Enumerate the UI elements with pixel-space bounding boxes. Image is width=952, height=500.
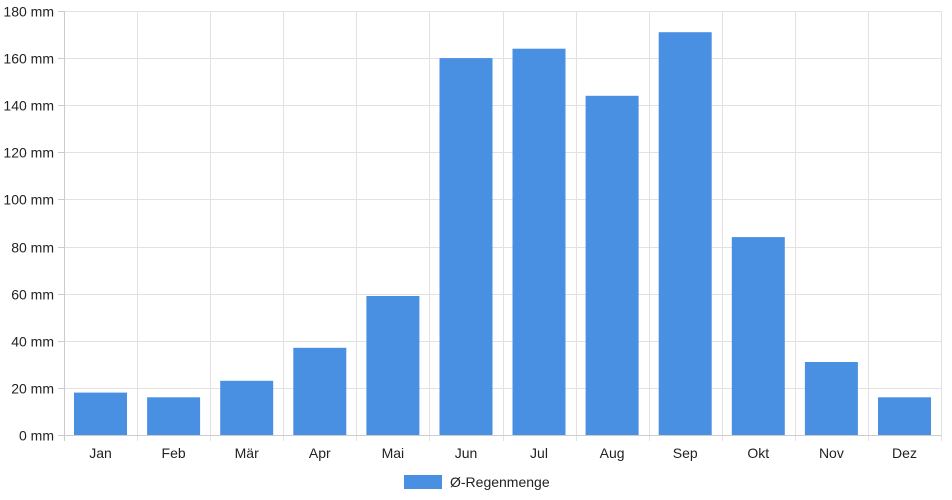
x-tick-label: Dez — [892, 445, 917, 461]
bar-jan[interactable] — [74, 392, 127, 435]
bar-feb[interactable] — [147, 397, 201, 435]
bar-sep[interactable] — [658, 32, 712, 435]
x-tick-label: Sep — [673, 445, 698, 461]
x-tick-label: Apr — [309, 445, 331, 461]
x-tick-label: Nov — [819, 445, 844, 461]
x-tick-label: Jun — [455, 445, 478, 461]
bar-dez[interactable] — [878, 397, 931, 435]
axis-layer: 0 mm 20 mm 40 mm 60 mm 80 mm 100 mm 120 mm 140 … — [3, 4, 941, 461]
bar-okt[interactable] — [731, 237, 785, 435]
y-tick-label: 40 mm — [11, 334, 54, 350]
y-tick-label: 60 mm — [11, 287, 54, 303]
x-tick-label: Mär — [235, 445, 259, 461]
bar-nov[interactable] — [804, 362, 858, 435]
x-tick-label: Feb — [162, 445, 186, 461]
y-tick-label: 160 mm — [3, 51, 54, 67]
y-tick-label: 0 mm — [19, 428, 54, 444]
grid-layer — [64, 11, 942, 441]
y-tick-label: 20 mm — [11, 381, 54, 397]
x-tick-label: Mai — [382, 445, 405, 461]
x-tick-label: Jan — [89, 445, 112, 461]
y-tick-label: 80 mm — [11, 240, 54, 256]
y-tick-label: 180 mm — [3, 4, 54, 20]
legend-label: Ø-Regenmenge — [450, 474, 550, 490]
y-tick-label: 120 mm — [3, 145, 54, 161]
bars-layer — [74, 32, 931, 436]
legend-swatch — [404, 475, 442, 489]
bar-apr[interactable] — [293, 347, 347, 435]
bar-aug[interactable] — [585, 95, 639, 436]
x-tick-label: Aug — [600, 445, 625, 461]
bar-jul[interactable] — [512, 48, 566, 435]
x-tick-label: Okt — [747, 445, 769, 461]
legend[interactable]: Ø-Regenmenge — [404, 474, 550, 490]
y-tick-label: 100 mm — [3, 192, 54, 208]
bar-mai[interactable] — [366, 296, 420, 435]
x-tick-label: Jul — [530, 445, 548, 461]
bar-mär[interactable] — [220, 380, 274, 435]
bar-jun[interactable] — [439, 58, 493, 435]
y-tick-label: 140 mm — [3, 98, 54, 114]
